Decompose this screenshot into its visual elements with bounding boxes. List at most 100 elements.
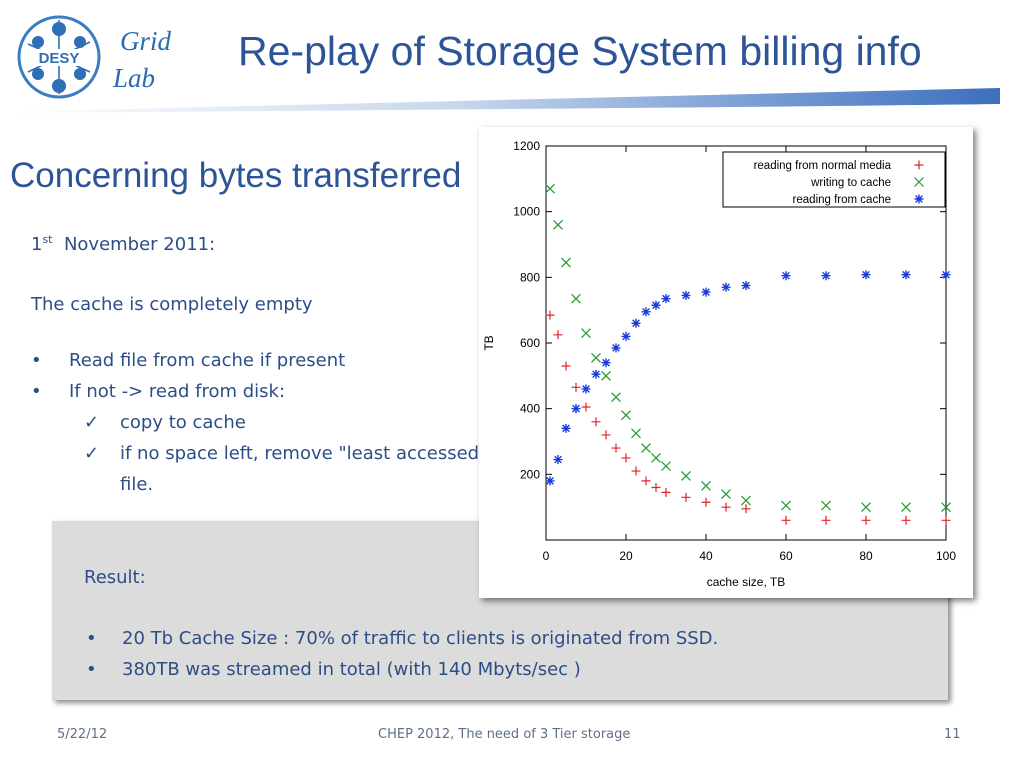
title-underline-swoosh <box>0 88 1000 113</box>
data-point <box>571 293 581 304</box>
y-tick-label: 200 <box>520 467 540 481</box>
data-point <box>741 281 751 291</box>
date-number: 1 <box>31 234 43 255</box>
data-point <box>914 177 924 187</box>
data-point <box>681 471 691 481</box>
data-point <box>631 466 641 476</box>
slide-title: Re-play of Storage System billing info <box>238 28 922 74</box>
logo-text: DESY <box>39 50 80 67</box>
data-point <box>821 515 831 525</box>
data-point <box>601 370 611 381</box>
data-point <box>681 492 691 502</box>
data-point <box>651 482 661 492</box>
data-point <box>631 428 641 439</box>
data-point <box>553 455 563 465</box>
data-point <box>621 453 631 463</box>
lab-word: Lab <box>113 63 156 93</box>
data-point <box>901 502 911 513</box>
data-point <box>581 328 591 339</box>
data-point <box>781 271 791 281</box>
data-point <box>641 443 651 453</box>
check-icon: ✓ <box>84 443 100 464</box>
data-point <box>661 294 671 304</box>
x-tick-label: 100 <box>936 549 956 563</box>
data-point <box>861 270 871 280</box>
data-point <box>601 358 611 368</box>
desy-logo: DESY <box>17 15 101 99</box>
data-point <box>901 270 911 280</box>
page-number: 11 <box>944 727 961 742</box>
data-point <box>701 480 711 491</box>
data-point <box>861 502 871 513</box>
data-point <box>941 270 951 280</box>
bullet-mark: • <box>86 628 97 649</box>
x-tick-label: 60 <box>779 549 793 563</box>
data-point <box>651 300 661 310</box>
check-icon: ✓ <box>84 412 100 433</box>
data-point <box>661 487 671 497</box>
data-point <box>611 443 621 453</box>
result-label: Result: <box>84 567 146 588</box>
data-point <box>741 504 751 514</box>
data-point <box>701 497 711 507</box>
data-point <box>781 500 791 511</box>
result-text: 20 Tb Cache Size : 70% of traffic to cli… <box>122 628 719 649</box>
data-point <box>571 404 581 414</box>
result-text: 380TB was streamed in total (with 140 Mb… <box>122 659 581 680</box>
y-tick-label: 1200 <box>513 139 540 153</box>
legend-label: reading from cache <box>793 194 891 206</box>
data-point <box>591 417 601 427</box>
date-line: 1st November 2011: <box>31 233 215 255</box>
data-point <box>591 369 601 379</box>
slide-subtitle: Concerning bytes transferred <box>10 156 462 195</box>
data-point <box>721 502 731 512</box>
y-tick-label: 400 <box>520 402 540 416</box>
data-point <box>545 476 555 486</box>
x-tick-label: 20 <box>619 549 633 563</box>
data-point <box>641 307 651 317</box>
data-point <box>941 515 951 525</box>
data-point <box>581 384 591 394</box>
data-point <box>681 290 691 300</box>
data-point <box>941 502 951 513</box>
data-point <box>561 361 571 371</box>
y-tick-label: 800 <box>520 270 540 284</box>
data-point <box>914 160 924 170</box>
data-point <box>821 271 831 281</box>
grid-word: Grid <box>120 26 172 56</box>
footer-date: 5/22/12 <box>57 727 108 742</box>
data-point <box>553 219 563 230</box>
cache-empty-text: The cache is completely empty <box>31 294 313 315</box>
data-point <box>661 461 671 472</box>
y-axis-label: TB <box>482 335 496 350</box>
data-point <box>701 287 711 297</box>
check-text-continuation: file. <box>120 474 154 495</box>
data-point <box>631 318 641 328</box>
legend-label: writing to cache <box>810 177 891 189</box>
data-point <box>545 310 555 320</box>
x-axis-label: cache size, TB <box>707 575 785 589</box>
legend-box <box>722 151 946 208</box>
data-point <box>741 495 751 506</box>
data-point <box>553 330 563 340</box>
bullet-mark: • <box>86 659 97 680</box>
data-point <box>591 352 601 363</box>
legend-label: reading from normal media <box>754 160 892 172</box>
bullet-text: If not -> read from disk: <box>69 381 286 402</box>
data-point <box>545 183 555 194</box>
data-point <box>571 382 581 392</box>
data-point <box>561 423 571 433</box>
data-point <box>621 410 631 421</box>
data-point <box>821 500 831 511</box>
check-text: if no space left, remove "least accessed… <box>120 443 488 464</box>
bullet-mark: • <box>31 381 42 402</box>
scatter-chart: 0 20 40 60 80 100 200 400 600 800 1000 1200 cache si… <box>482 139 956 589</box>
data-point <box>721 489 731 499</box>
date-ordinal: st <box>42 233 53 246</box>
data-point <box>641 476 651 486</box>
data-point <box>861 515 871 525</box>
data-point <box>914 194 924 204</box>
footer-title: CHEP 2012, The need of 3 Tier storage <box>378 727 631 742</box>
data-point <box>601 430 611 440</box>
check-text: copy to cache <box>120 412 246 433</box>
